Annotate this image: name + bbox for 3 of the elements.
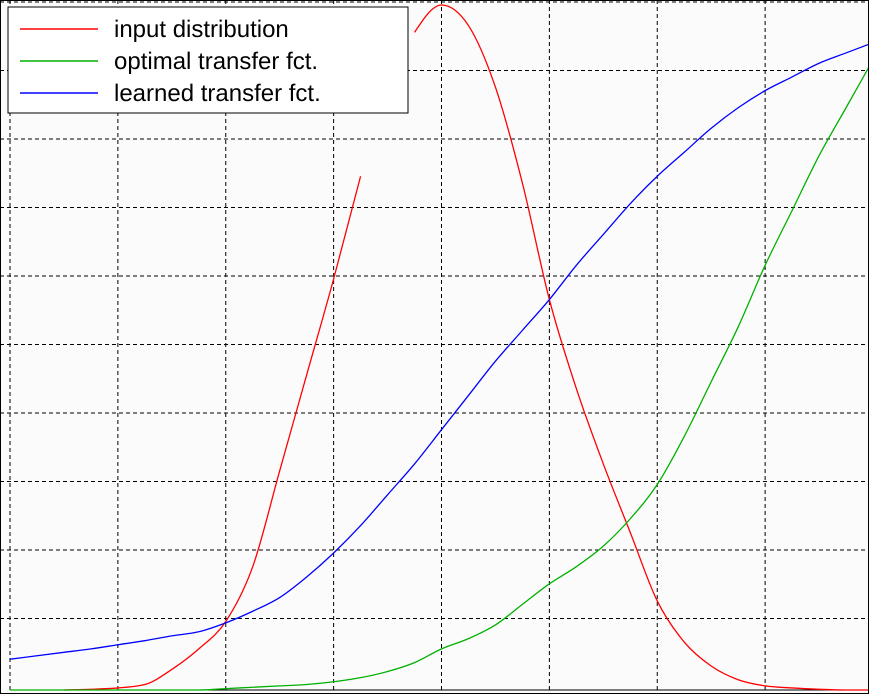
legend-label: optimal transfer fct. — [114, 48, 318, 75]
legend-label: learned transfer fct. — [114, 80, 321, 107]
legend-label: input distribution — [114, 16, 289, 43]
